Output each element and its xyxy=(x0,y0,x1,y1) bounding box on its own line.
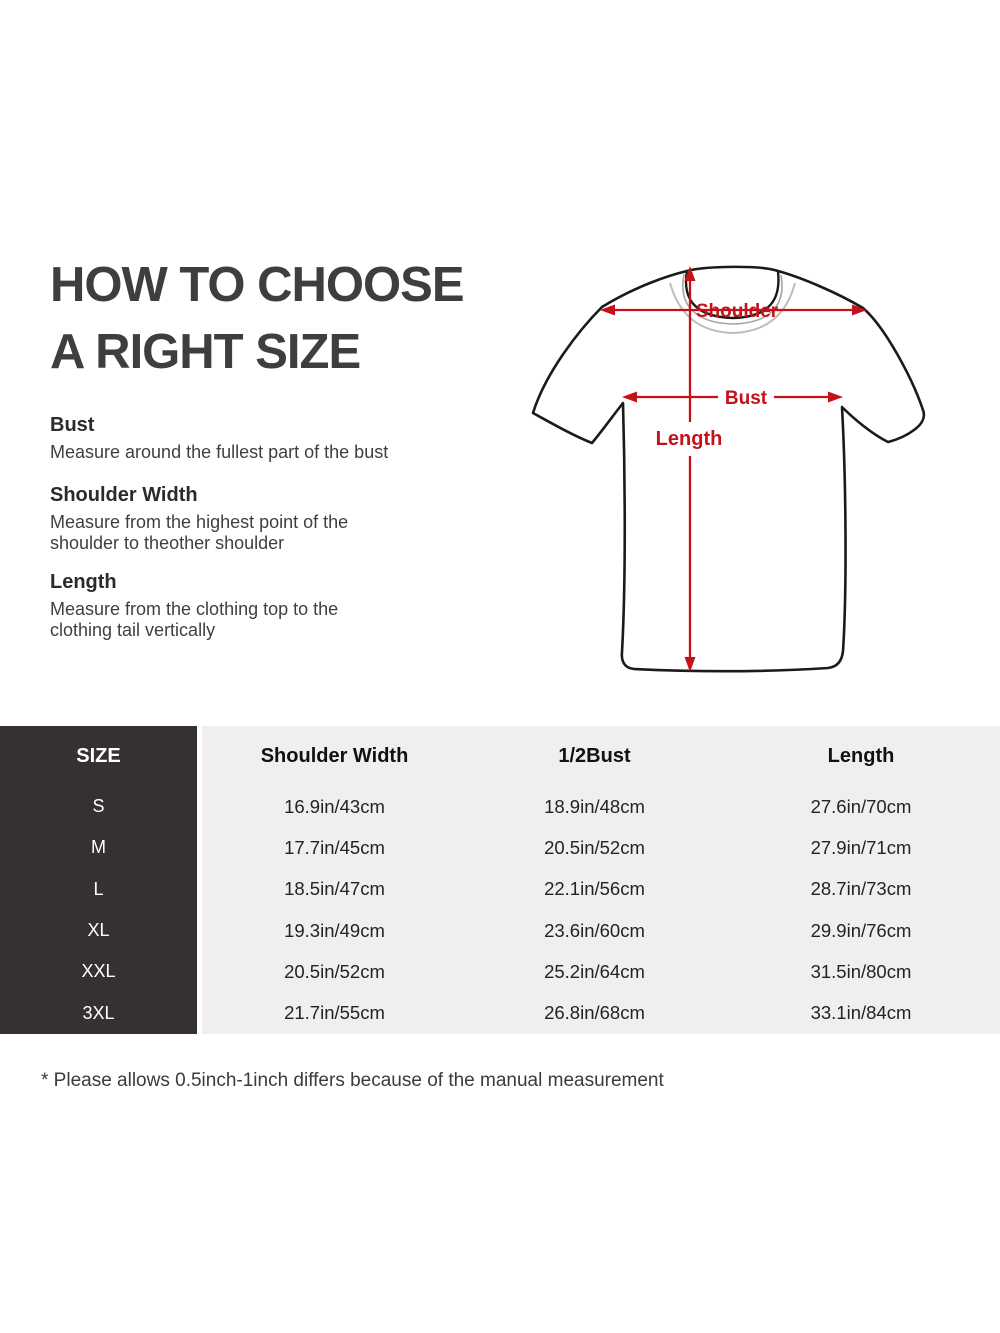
table-column-gap xyxy=(197,868,202,910)
bust-arrow-label: Bust xyxy=(725,388,768,409)
page-title-line1: HOW TO CHOOSE xyxy=(50,258,465,312)
tshirt-diagram-svg: Shoulder Bust Length xyxy=(531,265,926,673)
tshirt-measurement-diagram: Shoulder Bust Length xyxy=(520,255,980,685)
tshirt-neckline xyxy=(684,270,780,320)
value-cell: 20.5in/52cm xyxy=(202,951,467,993)
instruction-bust-text: Measure around the fullest part of the b… xyxy=(50,442,389,462)
size-table-header-row: SIZE Shoulder Width 1/2Bust Length xyxy=(0,726,1000,786)
size-cell: L xyxy=(0,868,197,910)
table-column-gap xyxy=(197,909,202,952)
value-cell: 20.5in/52cm xyxy=(467,827,722,869)
table-row-l: L 18.5in/47cm 22.1in/56cm 28.7in/73cm xyxy=(0,868,1000,910)
bust-arrowhead-left xyxy=(622,391,637,403)
size-table: SIZE Shoulder Width 1/2Bust Length S 16.… xyxy=(0,726,1000,1034)
collar-band-line xyxy=(682,273,783,325)
value-cell: 26.8in/68cm xyxy=(467,992,722,1034)
instruction-shoulder-text-line1: Measure from the highest point of the xyxy=(50,512,349,532)
instruction-shoulder-heading: Shoulder Width xyxy=(50,484,198,506)
measurement-disclaimer: * Please allows 0.5inch-1inch differs be… xyxy=(41,1070,664,1091)
value-cell: 22.1in/56cm xyxy=(467,868,722,910)
table-row-xxl: XXL 20.5in/52cm 25.2in/64cm 31.5in/80cm xyxy=(0,951,1000,993)
table-column-gap xyxy=(197,726,202,786)
value-cell: 31.5in/80cm xyxy=(722,951,1000,993)
size-cell: XL xyxy=(0,909,197,952)
value-cell: 21.7in/55cm xyxy=(202,992,467,1034)
instruction-bust-heading: Bust xyxy=(50,414,95,436)
instruction-length-heading: Length xyxy=(50,571,117,593)
shoulder-arrowhead-left xyxy=(600,304,615,316)
value-cell: 33.1in/84cm xyxy=(722,992,1000,1034)
instruction-length-text-line1: Measure from the clothing top to the xyxy=(50,599,339,619)
length-arrowhead-down xyxy=(684,657,696,672)
table-column-gap xyxy=(197,951,202,993)
table-row-3xl: 3XL 21.7in/55cm 26.8in/68cm 33.1in/84cm xyxy=(0,992,1000,1034)
table-row-xl: XL 19.3in/49cm 23.6in/60cm 29.9in/76cm xyxy=(0,909,1000,952)
instruction-length: Length Measure from the clothing top to … xyxy=(50,569,490,641)
size-cell: XXL xyxy=(0,951,197,993)
tshirt-outline xyxy=(531,265,926,673)
size-table-header-bust: 1/2Bust xyxy=(467,726,722,786)
size-table-header-length: Length xyxy=(722,726,1000,786)
length-arrow-label: Length xyxy=(656,428,723,450)
value-cell: 28.7in/73cm xyxy=(722,868,1000,910)
value-cell: 23.6in/60cm xyxy=(467,909,722,952)
value-cell: 18.5in/47cm xyxy=(202,868,467,910)
size-cell: M xyxy=(0,827,197,869)
size-table-header-shoulder: Shoulder Width xyxy=(202,726,467,786)
table-column-gap xyxy=(197,827,202,869)
value-cell: 27.9in/71cm xyxy=(722,827,1000,869)
instruction-length-text-line2: clothing tail vertically xyxy=(50,620,216,640)
table-row-s: S 16.9in/43cm 18.9in/48cm 27.6in/70cm xyxy=(0,786,1000,828)
value-cell: 19.3in/49cm xyxy=(202,909,467,952)
bust-arrowhead-right xyxy=(828,391,843,403)
size-cell: 3XL xyxy=(0,992,197,1034)
shoulder-arrow-label: Shoulder xyxy=(696,301,779,322)
table-row-m: M 17.7in/45cm 20.5in/52cm 27.9in/71cm xyxy=(0,827,1000,869)
length-arrowhead-up xyxy=(684,266,696,281)
instruction-bust: Bust Measure around the fullest part of … xyxy=(50,412,490,463)
value-cell: 17.7in/45cm xyxy=(202,827,467,869)
page-title-line2: A RIGHT SIZE xyxy=(50,325,361,379)
value-cell: 16.9in/43cm xyxy=(202,786,467,828)
page-title: HOW TO CHOOSE A RIGHT SIZE xyxy=(50,252,465,386)
instruction-shoulder-text-line2: shoulder to theother shoulder xyxy=(50,533,285,553)
value-cell: 29.9in/76cm xyxy=(722,909,1000,952)
value-cell: 27.6in/70cm xyxy=(722,786,1000,828)
instruction-shoulder-width: Shoulder Width Measure from the highest … xyxy=(50,482,490,554)
value-cell: 18.9in/48cm xyxy=(467,786,722,828)
table-column-gap xyxy=(197,786,202,828)
value-cell: 25.2in/64cm xyxy=(467,951,722,993)
table-column-gap xyxy=(197,992,202,1034)
shoulder-arrowhead-right xyxy=(852,304,867,316)
size-cell: S xyxy=(0,786,197,828)
size-table-header-size: SIZE xyxy=(0,726,197,786)
